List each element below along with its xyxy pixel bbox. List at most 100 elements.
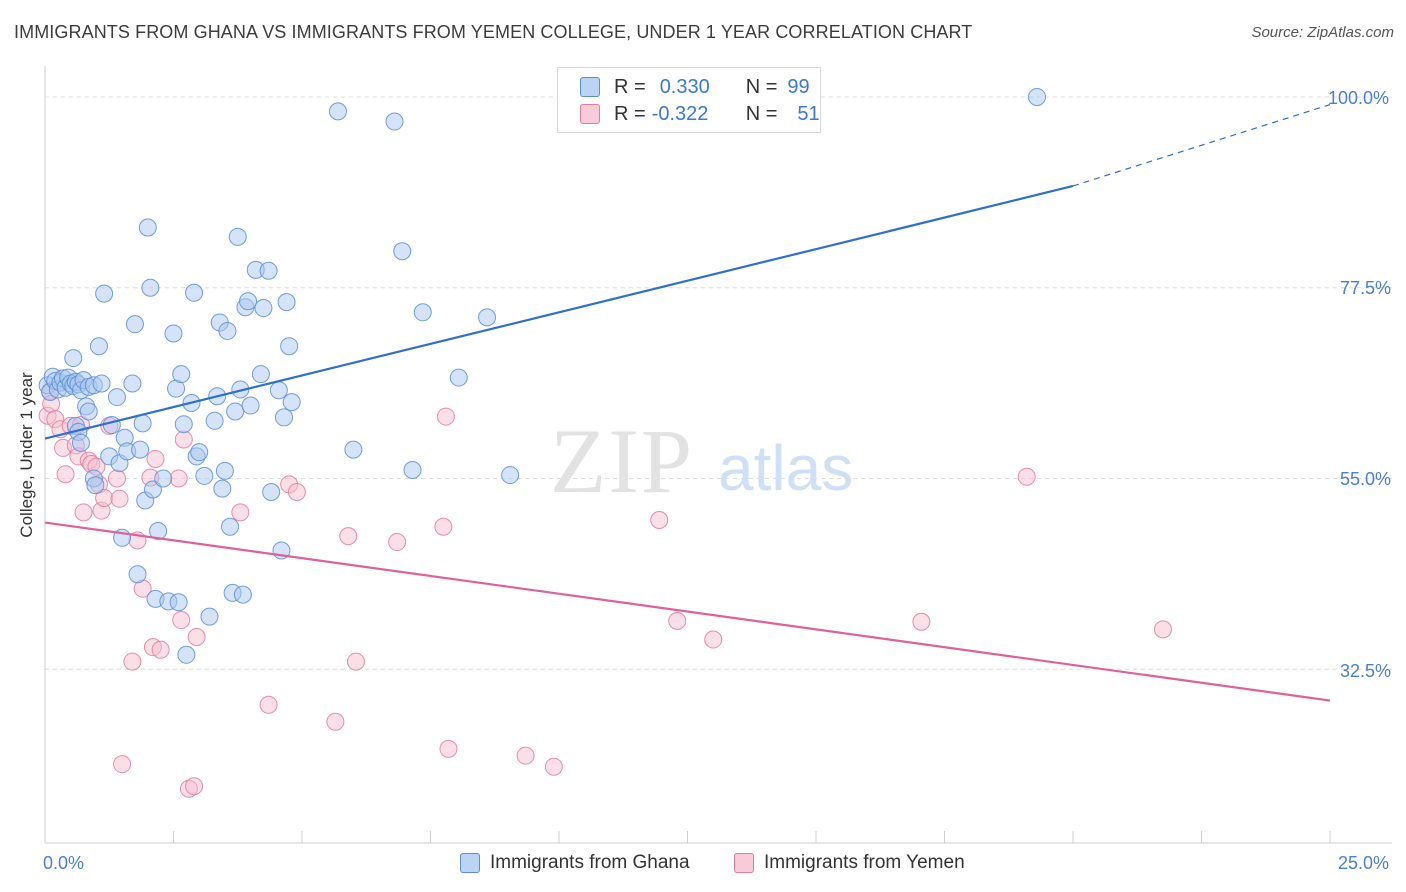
yemen-point	[326, 712, 345, 731]
ghana-point	[131, 440, 150, 459]
ghana-point	[239, 292, 258, 311]
yemen-point	[113, 755, 132, 774]
yemen-point	[74, 503, 93, 522]
y-axis-label: College, Under 1 year	[17, 372, 36, 538]
ghana-point	[403, 460, 422, 479]
ghana-point	[169, 593, 188, 612]
ghana-point	[277, 293, 296, 312]
ghana-point	[107, 388, 126, 407]
yemen-point	[544, 757, 563, 776]
yemen-point	[169, 469, 188, 488]
ghana-point	[141, 278, 160, 297]
ghana-point	[123, 374, 142, 393]
bottom-legend-yemen: Immigrants from Yemen	[734, 852, 965, 874]
yemen-point	[668, 611, 687, 630]
yemen-point	[516, 746, 535, 765]
ghana-point	[215, 461, 234, 480]
yemen-point	[704, 630, 723, 649]
ghana-point	[269, 381, 288, 400]
ghana-point	[138, 218, 157, 237]
ghana-point	[275, 408, 294, 427]
yemen-trend-line	[44, 521, 1331, 702]
ghana-point	[89, 337, 108, 356]
ghana-point	[478, 308, 497, 327]
yemen-n-value: 51	[797, 102, 820, 125]
y-tick-label-55: 55.0%	[1340, 469, 1392, 489]
yemen-point	[146, 449, 165, 468]
ghana-point	[190, 443, 209, 462]
ghana-n-value: 99	[787, 75, 810, 98]
ghana-n-label: N =	[745, 75, 778, 98]
bottom-ghana-label: Immigrants from Ghana	[490, 852, 690, 873]
bottom-yemen-label: Immigrants from Yemen	[764, 852, 965, 873]
ghana-point	[254, 299, 273, 318]
yemen-point	[650, 510, 669, 529]
source-credit: Source: ZipAtlas.com	[1251, 24, 1394, 41]
ghana-point	[125, 315, 144, 334]
yemen-point	[439, 739, 458, 758]
ghana-point	[177, 645, 196, 664]
series-ghana-points	[38, 87, 1047, 664]
ghana-point	[95, 284, 114, 303]
yemen-point	[123, 652, 142, 671]
ghana-point	[128, 565, 147, 584]
ghana-point	[226, 402, 245, 421]
trend-lines	[44, 104, 1331, 702]
legend-row-yemen: R = -0.322 N = 51	[580, 101, 820, 127]
ghana-trend-line	[44, 184, 1074, 440]
bottom-yemen-swatch	[734, 853, 754, 873]
ghana-point	[228, 227, 247, 246]
ghana-point	[154, 469, 173, 488]
ghana-point	[328, 102, 347, 121]
yemen-point	[151, 640, 170, 659]
yemen-point	[259, 695, 278, 714]
bottom-ghana-swatch	[460, 853, 480, 873]
ghana-point	[218, 321, 237, 340]
ghana-point	[172, 365, 191, 384]
ghana-point	[449, 368, 468, 387]
yemen-point	[287, 483, 306, 502]
ghana-point	[205, 411, 224, 430]
ghana-point	[251, 365, 270, 384]
ghana-point	[282, 393, 301, 412]
yemen-point	[174, 430, 193, 449]
axes	[44, 66, 1392, 844]
legend-row-ghana: R = 0.330 N = 99	[580, 74, 810, 100]
x-tick-label-0: 0.0%	[43, 853, 85, 873]
yemen-point	[388, 533, 407, 552]
ghana-point	[79, 402, 98, 421]
yemen-point	[56, 465, 75, 484]
yemen-point	[1017, 467, 1036, 486]
yemen-point	[172, 611, 191, 630]
ghana-point	[64, 349, 83, 368]
ghana-point	[143, 480, 162, 499]
grid-lines	[45, 96, 1392, 670]
ghana-point	[200, 607, 219, 626]
ghana-trend-extension	[1072, 104, 1331, 187]
yemen-n-label: N =	[745, 102, 778, 125]
chart-title: IMMIGRANTS FROM GHANA VS IMMIGRANTS FROM…	[14, 22, 973, 42]
y-tick-label-100: 100.0%	[1328, 88, 1390, 108]
yemen-point	[185, 777, 204, 796]
watermark-zip: ZIP	[550, 410, 694, 512]
ghana-point	[92, 374, 111, 393]
yemen-point	[434, 517, 453, 536]
yemen-point	[187, 627, 206, 646]
yemen-point	[339, 527, 358, 546]
ghana-point	[213, 479, 232, 498]
ghana-point	[86, 476, 105, 495]
yemen-point	[436, 407, 455, 426]
ghana-point	[385, 112, 404, 131]
yemen-point	[346, 652, 365, 671]
ghana-point	[501, 466, 520, 485]
yemen-point	[1153, 620, 1172, 639]
ghana-point	[71, 433, 90, 452]
watermark: ZIP atlas	[550, 410, 853, 512]
ghana-point	[164, 324, 183, 343]
ghana-point	[195, 466, 214, 485]
yemen-r-value: -0.322	[651, 102, 709, 125]
stats-legend: R = 0.330 N = 99 R = -0.322 N = 51	[557, 67, 821, 133]
yemen-point	[107, 469, 126, 488]
y-tick-label-32: 32.5%	[1340, 661, 1392, 681]
